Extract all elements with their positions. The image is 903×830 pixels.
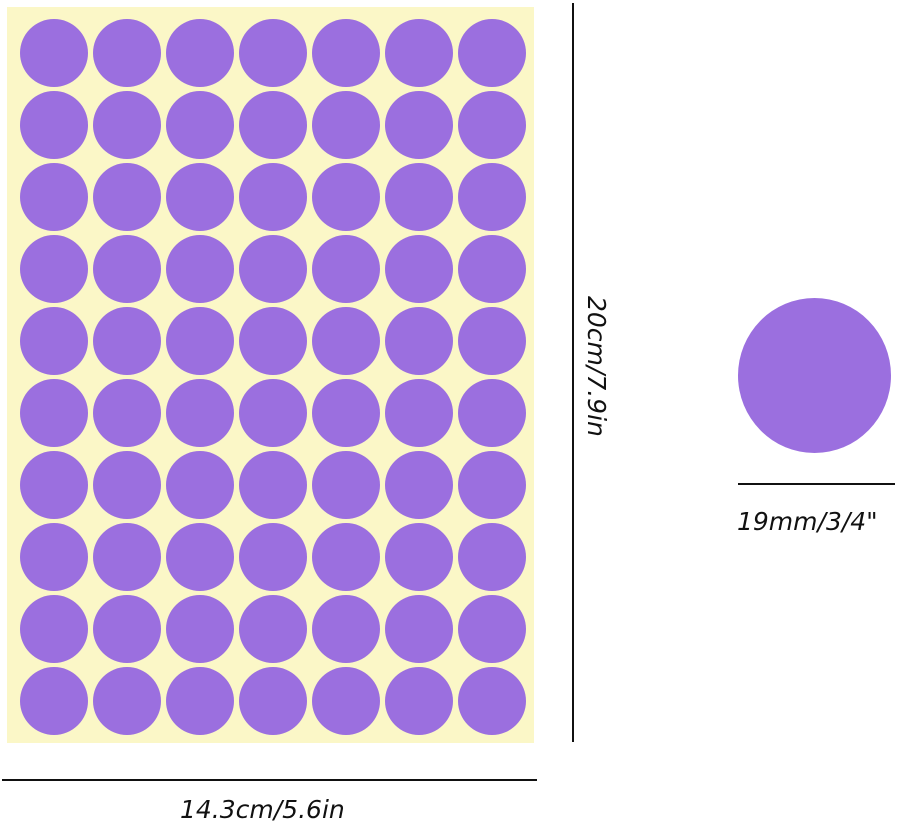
sticker-dot [312,523,380,591]
sticker-dot [166,163,234,231]
sticker-dot [312,595,380,663]
sticker-dot [166,523,234,591]
sheet-height-line [572,3,574,742]
sticker-dot [312,667,380,735]
sticker-dot [239,667,307,735]
sticker-dot [385,307,453,375]
dot-diameter-label: 19mm/3/4" [737,507,878,536]
sticker-dot [20,235,88,303]
sticker-dot [166,307,234,375]
sticker-dot [166,667,234,735]
sticker-dot [239,19,307,87]
sticker-dot [458,595,526,663]
sticker-dot [93,163,161,231]
sticker-dot [93,523,161,591]
sticker-dot [239,595,307,663]
sticker-dot [166,595,234,663]
sticker-dot [20,523,88,591]
sheet-width-label: 14.3cm/5.6in [180,795,345,824]
sticker-dot [166,379,234,447]
sticker-dot [458,235,526,303]
sticker-dot [312,19,380,87]
sticker-dot [20,19,88,87]
sticker-dot [458,307,526,375]
sticker-dot [385,523,453,591]
sticker-dot [312,451,380,519]
sticker-dot [312,163,380,231]
sticker-dot [93,235,161,303]
sticker-dot [312,307,380,375]
sticker-dot [458,19,526,87]
sticker-dot [166,91,234,159]
sticker-dot [239,235,307,303]
sticker-dot [93,667,161,735]
dot-diameter-line [738,483,895,485]
sticker-dot [458,163,526,231]
sticker-dot [385,595,453,663]
sticker-dot [20,307,88,375]
sticker-dot [385,667,453,735]
sticker-dot [93,91,161,159]
sticker-dot [93,19,161,87]
single-sticker-dot [738,298,891,453]
sticker-dot [93,307,161,375]
sticker-dot [93,595,161,663]
sticker-dot [458,667,526,735]
sticker-dot [20,667,88,735]
sticker-dot [93,379,161,447]
sheet-width-line [2,779,537,781]
sticker-dot [20,379,88,447]
sticker-dot [239,379,307,447]
sheet-height-label: 20cm/7.9in [582,296,611,437]
sticker-dot [239,163,307,231]
sticker-dot [385,235,453,303]
sticker-dot [239,523,307,591]
sticker-dot [458,451,526,519]
sticker-dot [312,379,380,447]
sticker-dot [312,91,380,159]
sticker-dot [239,91,307,159]
sticker-dot [20,451,88,519]
sticker-dot [385,19,453,87]
sticker-dot-grid [20,19,526,735]
sticker-dot [385,91,453,159]
sticker-dot [458,523,526,591]
sticker-dot [93,451,161,519]
sticker-dot [20,595,88,663]
sticker-dot [166,451,234,519]
sticker-dot [20,163,88,231]
sticker-sheet [7,7,534,743]
sticker-dot [239,451,307,519]
sticker-dot [312,235,380,303]
sticker-dot [385,379,453,447]
sticker-dot [385,163,453,231]
sticker-dot [166,19,234,87]
sticker-dot [458,379,526,447]
sticker-dot [166,235,234,303]
sticker-dot [239,307,307,375]
sticker-dot [458,91,526,159]
sticker-dot [385,451,453,519]
sticker-dot [20,91,88,159]
